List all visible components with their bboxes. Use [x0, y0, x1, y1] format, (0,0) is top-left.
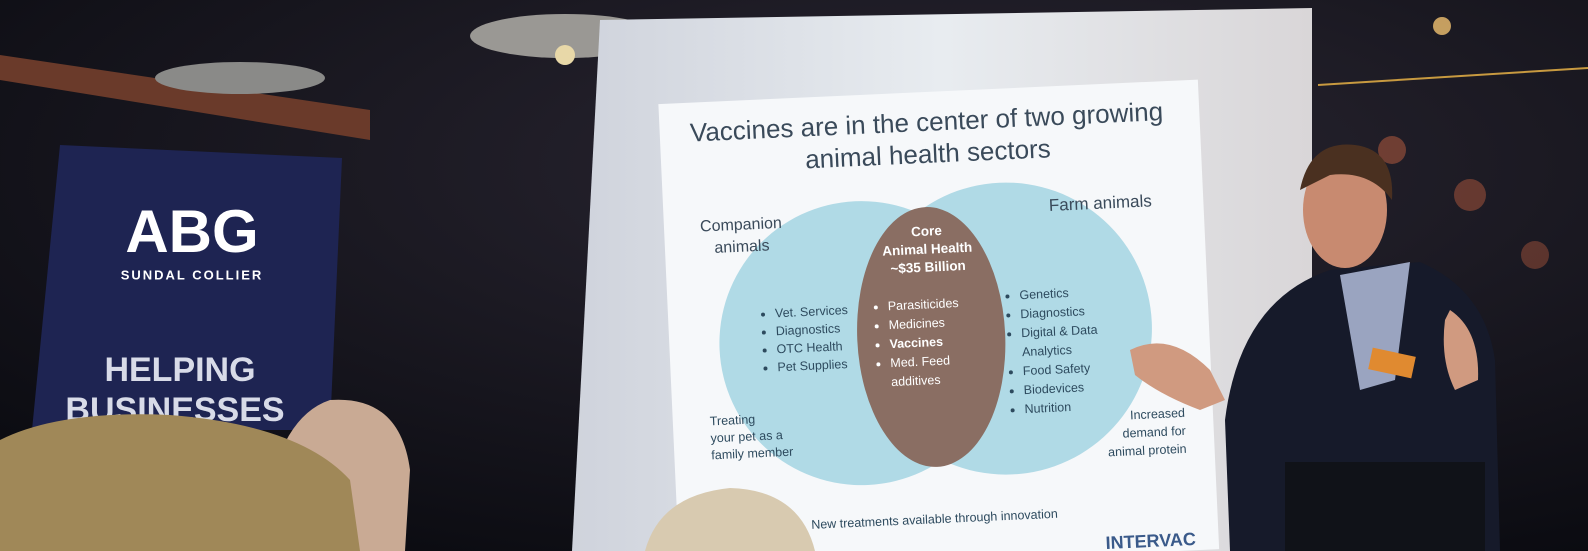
slide: Vaccines are in the center of two growin… — [658, 80, 1219, 551]
light — [1521, 241, 1549, 269]
list-item: Diagnostics — [775, 321, 840, 338]
left-note: Treating — [710, 412, 756, 428]
slide-logo: INTERVAC — [1105, 529, 1196, 551]
page: ABG SUNDAL COLLIER HELPING BUSINESSES Va… — [0, 0, 1588, 551]
podium — [1285, 462, 1485, 551]
left-label: animals — [714, 237, 770, 256]
list-item: Diagnostics — [1020, 304, 1085, 321]
banner-subtitle: SUNDAL COLLIER — [121, 267, 264, 282]
list-item: Nutrition — [1024, 400, 1071, 416]
banner-logo: ABG — [125, 198, 258, 265]
list-item: additives — [891, 373, 941, 389]
photo: ABG SUNDAL COLLIER HELPING BUSINESSES Va… — [0, 0, 1588, 551]
list-item: Biodevices — [1023, 380, 1084, 397]
list-item: Genetics — [1019, 286, 1069, 302]
right-note: demand for — [1122, 424, 1186, 441]
list-item: Analytics — [1022, 343, 1073, 359]
core-label: Core — [911, 223, 943, 239]
list-item: Medicines — [888, 316, 945, 333]
list-item: Vaccines — [889, 335, 943, 351]
light — [1454, 179, 1486, 211]
right-note: Increased — [1130, 406, 1186, 422]
light — [1433, 17, 1451, 35]
lamp — [155, 62, 325, 94]
bulb — [555, 45, 575, 65]
list-item: OTC Health — [776, 339, 843, 356]
list-item: Med. Feed — [890, 353, 950, 370]
banner-tagline: HELPING — [104, 351, 255, 389]
